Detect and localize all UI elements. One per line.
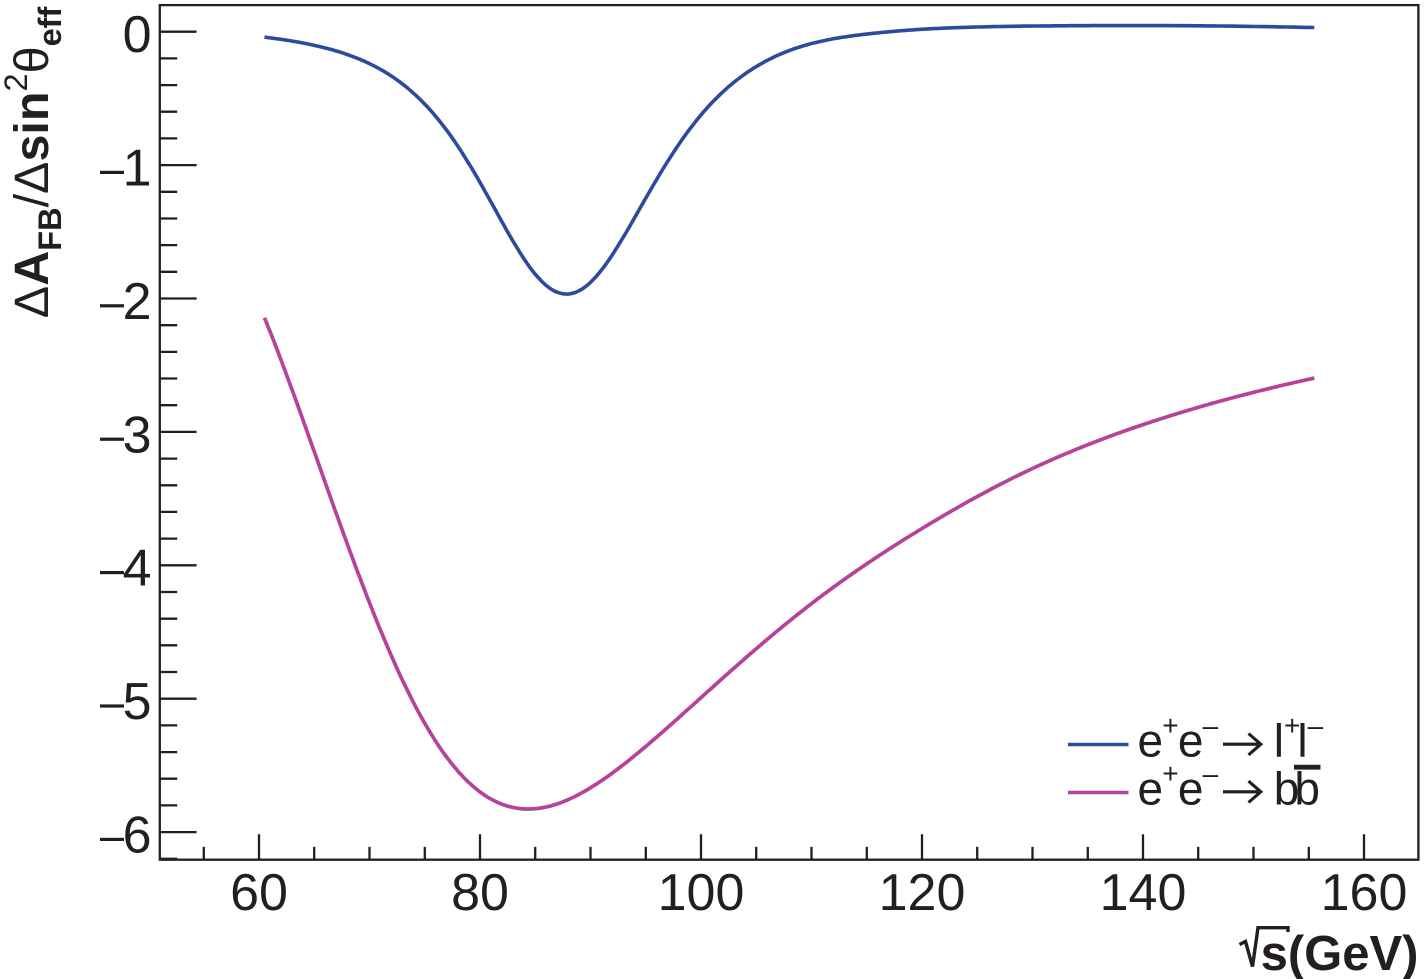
svg-text:s(GeV): s(GeV) — [1261, 927, 1419, 979]
svg-text:5: 5 — [123, 673, 152, 731]
svg-text:1: 1 — [123, 140, 152, 198]
svg-text:60: 60 — [230, 864, 288, 922]
svg-text:100: 100 — [658, 864, 745, 922]
svg-text:3: 3 — [123, 406, 152, 464]
svg-text:160: 160 — [1321, 864, 1408, 922]
svg-text:0: 0 — [123, 6, 152, 64]
svg-text:80: 80 — [451, 864, 509, 922]
svg-text:4: 4 — [123, 540, 152, 598]
svg-text:6: 6 — [123, 807, 152, 865]
svg-text:ΔAFB/Δsin2θeff: ΔAFB/Δsin2θeff — [0, 7, 68, 319]
svg-text:120: 120 — [879, 864, 966, 922]
svg-text:140: 140 — [1100, 864, 1187, 922]
svg-text:bb: bb — [1274, 762, 1320, 814]
svg-text:2: 2 — [123, 273, 152, 331]
